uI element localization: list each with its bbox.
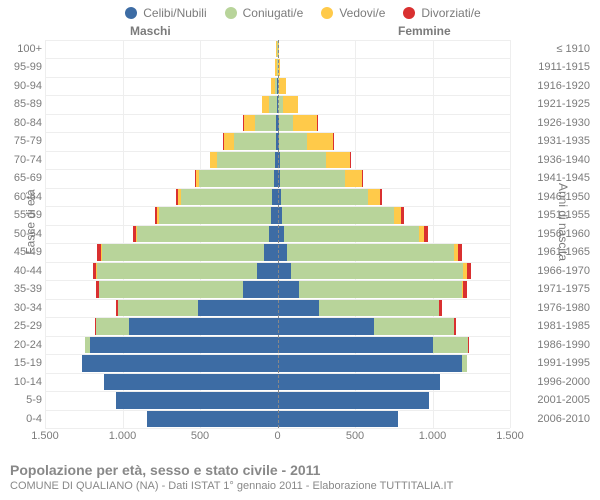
y-tick-age: 65-69 — [10, 169, 42, 187]
y-tick-age: 85-89 — [10, 95, 42, 113]
y-tick-age: 0-4 — [10, 410, 42, 428]
y-tick-age: 75-79 — [10, 132, 42, 150]
y-tick-age: 100+ — [10, 40, 42, 58]
legend: Celibi/Nubili Coniugati/e Vedovi/e Divorzia… — [0, 0, 600, 22]
x-tick: 1.500 — [496, 430, 524, 442]
y-ticks-birthyear: ≤ 19101911-19151916-19201921-19251926-19… — [522, 40, 590, 428]
y-tick-age: 30-34 — [10, 299, 42, 317]
legend-item: Vedovi/e — [315, 6, 385, 20]
y-tick-birthyear: 1921-1925 — [522, 95, 590, 113]
y-tick-age: 90-94 — [10, 77, 42, 95]
y-tick-birthyear: 1936-1940 — [522, 151, 590, 169]
y-tick-age: 10-14 — [10, 373, 42, 391]
x-tick: 500 — [346, 430, 364, 442]
y-tick-birthyear: 1911-1915 — [522, 58, 590, 76]
y-tick-age: 35-39 — [10, 280, 42, 298]
y-tick-age: 80-84 — [10, 114, 42, 132]
y-tick-birthyear: 1981-1985 — [522, 317, 590, 335]
legend-item: Coniugati/e — [219, 6, 304, 20]
y-tick-age: 15-19 — [10, 354, 42, 372]
y-tick-age: 95-99 — [10, 58, 42, 76]
y-tick-age: 45-49 — [10, 243, 42, 261]
y-tick-age: 50-54 — [10, 225, 42, 243]
y-tick-birthyear: 1931-1935 — [522, 132, 590, 150]
y-tick-birthyear: 1946-1950 — [522, 188, 590, 206]
y-tick-birthyear: 1926-1930 — [522, 114, 590, 132]
y-tick-birthyear: 1976-1980 — [522, 299, 590, 317]
y-tick-birthyear: 1971-1975 — [522, 280, 590, 298]
y-tick-birthyear: 1941-1945 — [522, 169, 590, 187]
y-tick-birthyear: 2001-2005 — [522, 391, 590, 409]
y-tick-age: 40-44 — [10, 262, 42, 280]
y-tick-age: 20-24 — [10, 336, 42, 354]
y-tick-age: 25-29 — [10, 317, 42, 335]
male-label: Maschi — [130, 24, 171, 38]
x-tick: 1.000 — [419, 430, 447, 442]
footer: Popolazione per età, sesso e stato civil… — [10, 462, 453, 492]
footer-subtitle: COMUNE DI QUALIANO (NA) - Dati ISTAT 1° … — [10, 480, 453, 492]
x-tick: 1.000 — [109, 430, 137, 442]
x-tick: 1.500 — [31, 430, 59, 442]
legend-item: Celibi/Nubili — [119, 6, 206, 20]
y-tick-age: 70-74 — [10, 151, 42, 169]
x-tick: 0 — [274, 430, 280, 442]
footer-title: Popolazione per età, sesso e stato civil… — [10, 462, 453, 478]
y-tick-age: 55-59 — [10, 206, 42, 224]
female-label: Femmine — [398, 24, 451, 38]
y-tick-birthyear: 1991-1995 — [522, 354, 590, 372]
legend-item: Divorziati/e — [397, 6, 480, 20]
y-tick-birthyear: 1966-1970 — [522, 262, 590, 280]
y-tick-birthyear: 1996-2000 — [522, 373, 590, 391]
y-tick-birthyear: 1961-1965 — [522, 243, 590, 261]
y-tick-birthyear: ≤ 1910 — [522, 40, 590, 58]
y-tick-birthyear: 1916-1920 — [522, 77, 590, 95]
y-ticks-age: 100+95-9990-9485-8980-8475-7970-7465-696… — [10, 40, 42, 428]
y-tick-birthyear: 1951-1955 — [522, 206, 590, 224]
y-tick-birthyear: 1956-1960 — [522, 225, 590, 243]
y-tick-birthyear: 1986-1990 — [522, 336, 590, 354]
x-tick: 500 — [191, 430, 209, 442]
y-tick-birthyear: 2006-2010 — [522, 410, 590, 428]
y-tick-age: 60-64 — [10, 188, 42, 206]
center-line — [278, 40, 279, 428]
y-tick-age: 5-9 — [10, 391, 42, 409]
